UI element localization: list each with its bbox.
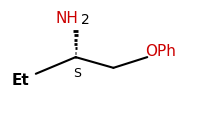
Text: Et: Et [12,73,30,88]
Text: NH: NH [56,11,79,26]
Text: OPh: OPh [145,44,176,59]
Text: S: S [73,67,81,80]
Text: 2: 2 [81,13,89,27]
